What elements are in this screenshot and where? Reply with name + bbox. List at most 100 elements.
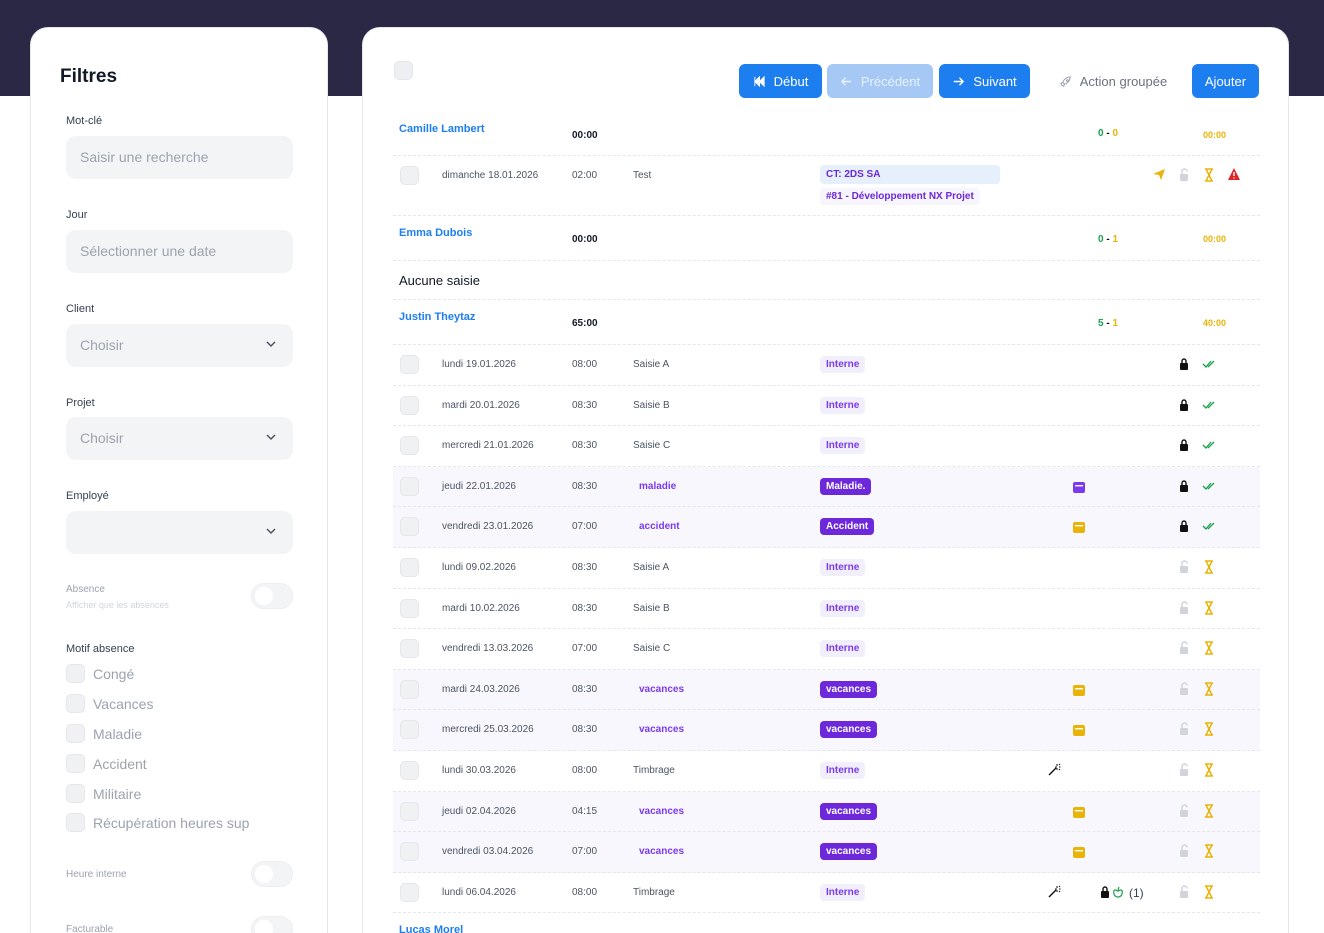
archive-icon[interactable] (1072, 723, 1086, 737)
archive-icon[interactable] (1072, 845, 1086, 859)
checkbox[interactable] (66, 754, 85, 773)
row-checkbox[interactable] (400, 679, 419, 699)
entry-description: vacances (639, 683, 685, 695)
next-page-button[interactable]: Suivant (939, 64, 1030, 98)
reason-checkbox-militaire[interactable]: Militaire (66, 784, 141, 803)
checkbox[interactable] (66, 664, 85, 683)
date-picker[interactable]: Sélectionner une date (66, 230, 293, 273)
unlock-icon[interactable] (1177, 600, 1191, 615)
row-checkbox[interactable] (400, 598, 419, 618)
archive-icon[interactable] (1072, 520, 1086, 534)
reason-checkbox-accident[interactable]: Accident (66, 754, 147, 773)
send-icon[interactable] (1152, 167, 1166, 181)
checkbox[interactable] (66, 813, 85, 832)
entry-time: 07:00 (572, 521, 598, 533)
unlock-icon[interactable] (1177, 885, 1191, 899)
row-checkbox[interactable] (400, 639, 419, 659)
row-checkbox[interactable] (400, 842, 419, 862)
table-row[interactable]: vendredi 23.01.2026 07:00 accident Accident (393, 507, 1260, 548)
hourglass-icon (1204, 168, 1214, 182)
add-button[interactable]: Ajouter (1192, 64, 1259, 98)
checkbox[interactable] (66, 784, 85, 803)
employee-name[interactable]: Lucas Morel (399, 924, 464, 933)
lock-icon[interactable] (1177, 438, 1191, 452)
magic-wand-icon[interactable] (1047, 763, 1061, 777)
billable-toggle[interactable] (251, 916, 293, 933)
first-page-label: Début (773, 73, 809, 89)
group-action-button[interactable]: Action groupée (1053, 64, 1173, 98)
keyword-input[interactable]: Saisir une recherche (66, 136, 293, 179)
reason-checkbox-recuperation[interactable]: Récupération heures sup (66, 813, 249, 832)
unlock-icon[interactable] (1177, 641, 1191, 655)
absence-toggle[interactable] (251, 583, 293, 609)
employee-name[interactable]: Justin Theytaz (399, 311, 476, 323)
unlock-icon[interactable] (1177, 803, 1191, 818)
checkbox[interactable] (66, 724, 85, 743)
previous-page-button[interactable]: Précédent (827, 64, 933, 98)
employee-name[interactable]: Camille Lambert (399, 123, 485, 135)
table-row[interactable]: vendredi 13.03.2026 07:00 Saisie C Interne (393, 629, 1260, 670)
table-row[interactable]: vendredi 03.04.2026 07:00 vacances vacances (393, 832, 1260, 873)
reason-checkbox-conge[interactable]: Congé (66, 664, 134, 683)
hourglass-icon (1204, 885, 1214, 899)
employee-select[interactable] (66, 511, 293, 554)
calendar-check-icon[interactable] (1072, 480, 1086, 494)
table-row[interactable]: jeudi 22.01.2026 08:30 maladie Maladie. (393, 466, 1260, 508)
table-row[interactable]: mardi 24.03.2026 08:30 vacances vacances (393, 669, 1260, 711)
hourglass-icon (1204, 682, 1214, 696)
lock-icon[interactable] (1177, 357, 1191, 371)
unlock-icon[interactable] (1177, 763, 1191, 777)
client-badge: CT: 2DS SA (820, 165, 1000, 184)
table-row[interactable]: jeudi 02.04.2026 04:15 vacances vacances (393, 791, 1260, 833)
table-row[interactable]: dimanche 18.01.2026 02:00 Test CT: 2DS S… (393, 156, 1260, 216)
project-select[interactable]: Choisir (66, 417, 293, 460)
row-checkbox[interactable] (400, 882, 419, 902)
entry-date: vendredi 13.03.2026 (442, 643, 534, 655)
unlock-icon[interactable] (1177, 844, 1191, 858)
table-row[interactable]: mardi 20.01.2026 08:30 Saisie B Interne (393, 386, 1260, 427)
row-checkbox[interactable] (400, 395, 419, 415)
employee-name[interactable]: Emma Dubois (399, 227, 473, 239)
table-row[interactable]: mercredi 25.03.2026 08:30 vacances vacances (393, 710, 1260, 751)
reason-checkbox-vacances[interactable]: Vacances (66, 694, 153, 713)
row-checkbox[interactable] (400, 166, 419, 185)
entry-time: 08:00 (572, 359, 598, 370)
row-checkbox[interactable] (400, 355, 419, 374)
select-all-checkbox[interactable] (394, 61, 413, 80)
table-row[interactable]: mardi 10.02.2026 08:30 Saisie B Interne (393, 589, 1260, 630)
reason-checkbox-maladie[interactable]: Maladie (66, 724, 142, 743)
table-row[interactable]: lundi 19.01.2026 08:00 Saisie A Interne (393, 345, 1260, 386)
table-row[interactable]: lundi 06.04.2026 08:00 Timbrage Interne (1) (393, 873, 1260, 914)
unlock-icon[interactable] (1177, 722, 1191, 736)
magic-wand-icon[interactable] (1047, 885, 1061, 899)
lock-icon (1101, 886, 1109, 898)
internal-hours-toggle[interactable] (251, 861, 293, 887)
type-badge: Interne (820, 356, 866, 373)
entry-date: mercredi 25.03.2026 (442, 724, 534, 736)
employee-total: 65:00 (572, 318, 598, 329)
row-checkbox[interactable] (400, 436, 419, 456)
row-checkbox[interactable] (400, 761, 419, 780)
unlock-icon[interactable] (1177, 560, 1191, 574)
archive-icon[interactable] (1072, 683, 1086, 697)
checkbox[interactable] (66, 694, 85, 713)
row-checkbox[interactable] (400, 476, 419, 496)
lock-icon[interactable] (1177, 479, 1191, 493)
unlock-icon[interactable] (1177, 682, 1191, 696)
client-select[interactable]: Choisir (66, 324, 293, 367)
table-row[interactable]: mercredi 21.01.2026 08:30 Saisie C Interne (393, 426, 1260, 467)
archive-icon[interactable] (1072, 805, 1086, 819)
table-row[interactable]: lundi 09.02.2026 08:30 Saisie A Interne (393, 548, 1260, 589)
row-checkbox[interactable] (400, 720, 419, 740)
lock-icon[interactable] (1177, 398, 1191, 412)
reason-label: Maladie (93, 725, 143, 742)
row-checkbox[interactable] (400, 517, 419, 537)
first-page-button[interactable]: Début (739, 64, 822, 98)
lock-icon[interactable] (1177, 519, 1191, 533)
table-row[interactable]: lundi 30.03.2026 08:00 Timbrage Interne (393, 751, 1260, 792)
row-checkbox[interactable] (400, 801, 419, 821)
group-action-label: Action groupée (1079, 73, 1168, 89)
row-checkbox[interactable] (400, 558, 419, 577)
entry-date: vendredi 03.04.2026 (442, 846, 534, 858)
unlock-icon[interactable] (1177, 168, 1191, 182)
